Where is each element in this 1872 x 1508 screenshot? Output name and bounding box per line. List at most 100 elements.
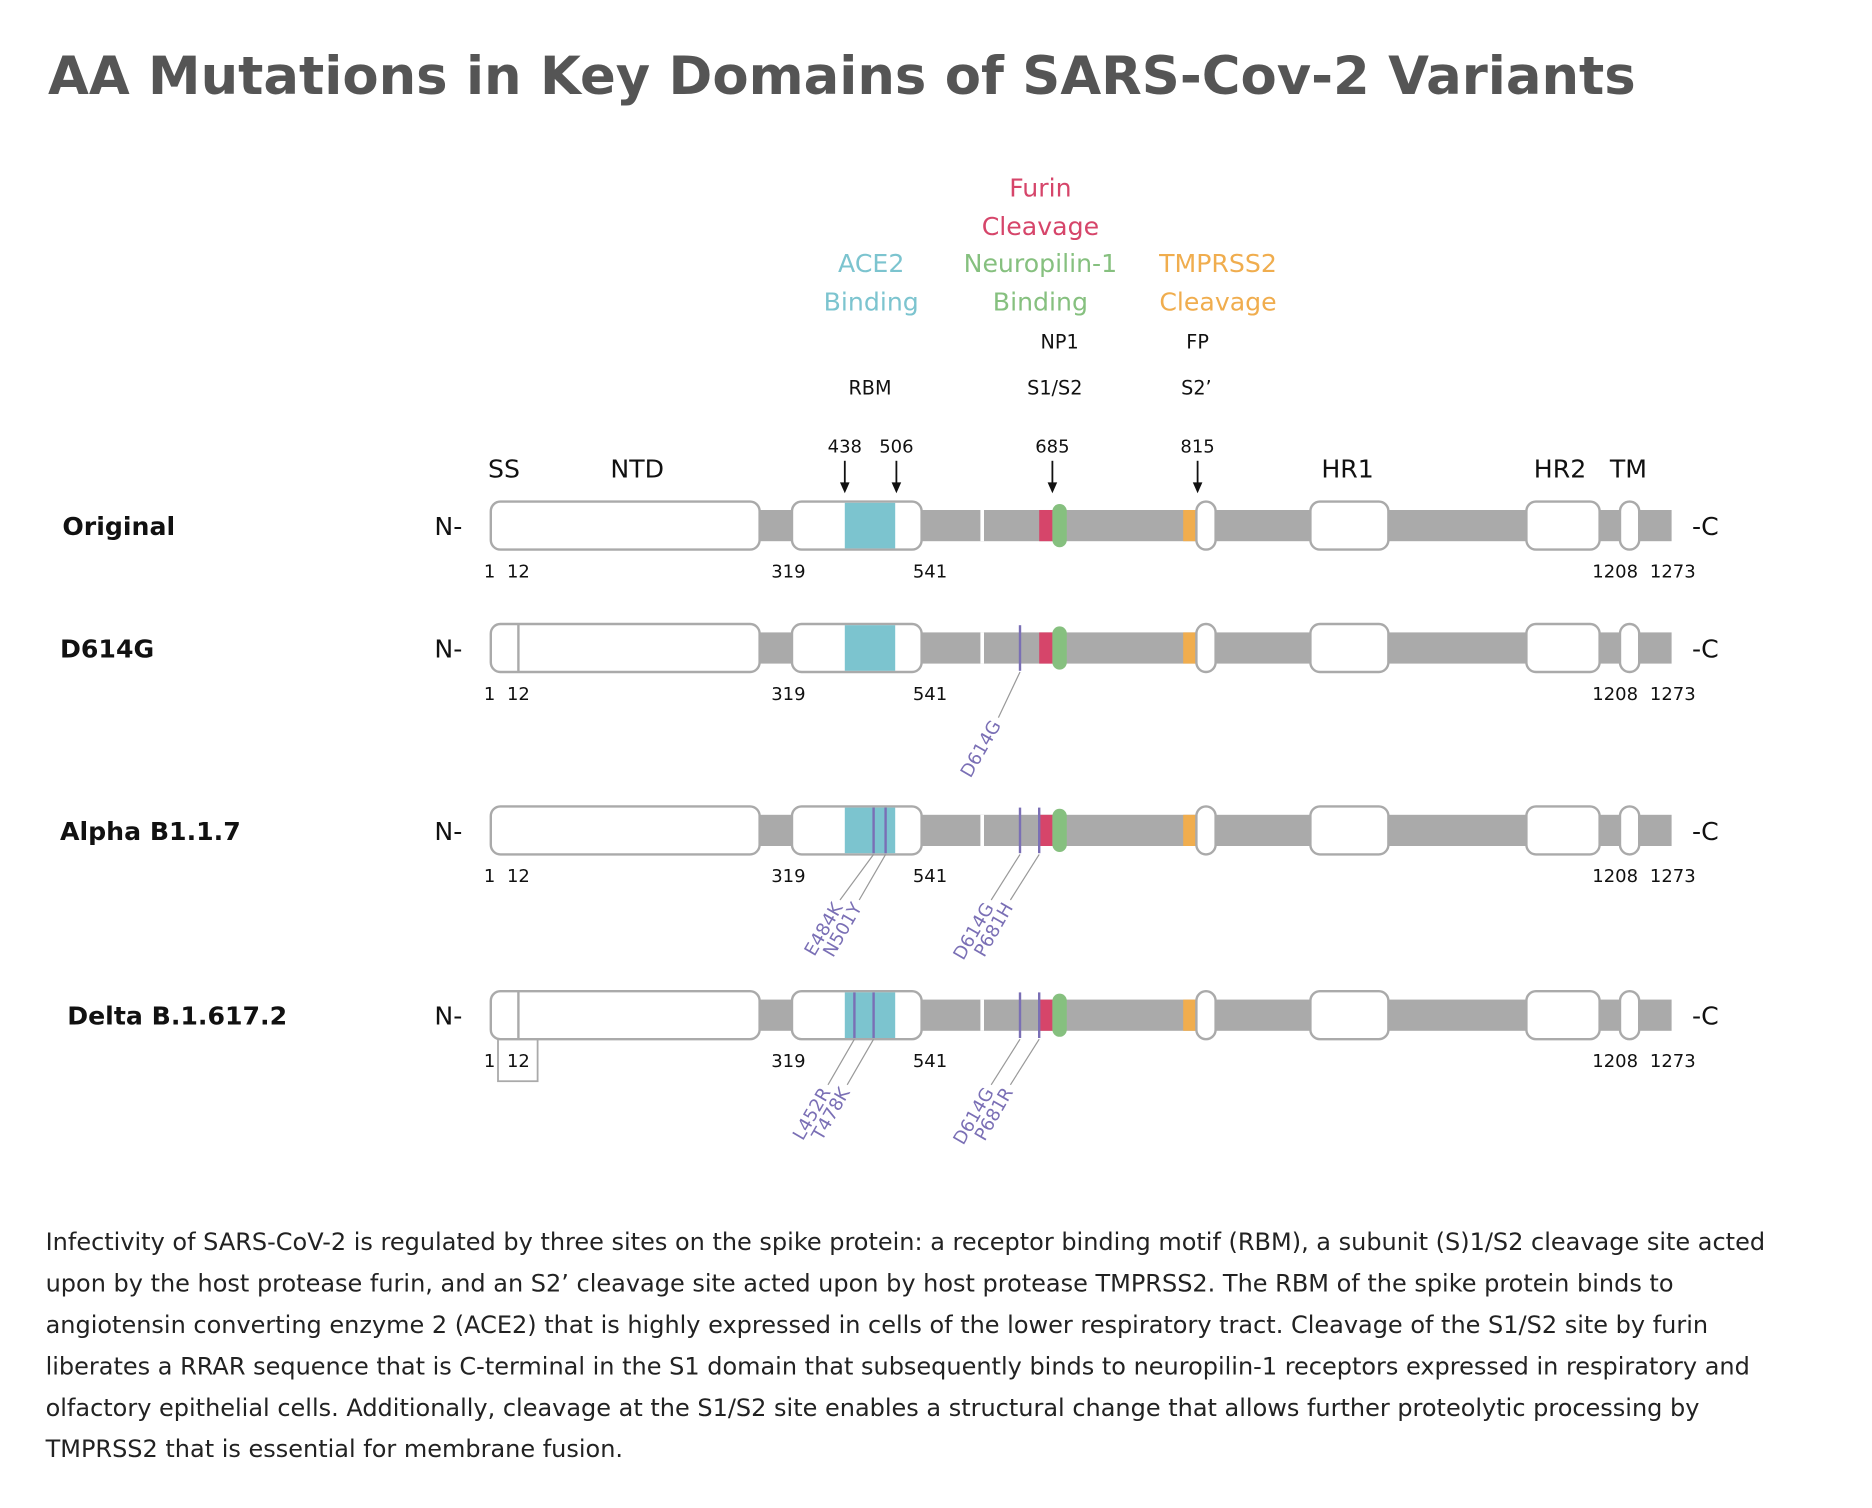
domain-label: Binding bbox=[824, 288, 919, 317]
site-label: S2’ bbox=[1181, 376, 1212, 399]
domain-label: Furin bbox=[1009, 174, 1071, 203]
region-label: TM bbox=[1609, 454, 1647, 483]
arrow-head bbox=[840, 482, 850, 494]
neuropilin-site bbox=[1052, 626, 1067, 670]
tm-domain bbox=[1618, 805, 1641, 856]
mutation-leader bbox=[827, 1038, 855, 1086]
furin-site bbox=[1039, 814, 1053, 846]
furin-site bbox=[1039, 632, 1053, 664]
n-terminus: N- bbox=[434, 817, 462, 846]
backbone-gap bbox=[980, 814, 984, 846]
caption-line: angiotensin converting enzyme 2 (ACE2) t… bbox=[46, 1311, 1708, 1339]
ntd-domain bbox=[489, 805, 761, 856]
c-terminus: -C bbox=[1692, 1002, 1719, 1031]
domain-label: Neuropilin-1 bbox=[964, 249, 1118, 278]
position-label: 541 bbox=[913, 684, 947, 705]
region-label: HR1 bbox=[1321, 454, 1373, 483]
position-label: 1 bbox=[484, 866, 495, 887]
backbone-gap bbox=[980, 632, 984, 664]
domain-label: TMPRSS2 bbox=[1158, 249, 1277, 278]
site-label: FP bbox=[1186, 331, 1209, 354]
mutation-leader bbox=[846, 1038, 875, 1086]
row-name: Alpha B1.1.7 bbox=[60, 817, 241, 846]
row-name: D614G bbox=[60, 634, 154, 663]
position-label: 1208 bbox=[1592, 561, 1638, 582]
tmprss2-site bbox=[1183, 999, 1197, 1031]
neuropilin-site bbox=[1052, 503, 1067, 548]
domain-label: Binding bbox=[993, 288, 1088, 317]
neuropilin-site bbox=[1052, 993, 1067, 1037]
position-label: 12 bbox=[507, 561, 530, 582]
position-label: 319 bbox=[771, 561, 805, 582]
position-marker: 815 bbox=[1180, 437, 1214, 458]
tm-domain bbox=[1618, 500, 1641, 551]
position-marker: 685 bbox=[1035, 437, 1069, 458]
position-box bbox=[497, 1038, 539, 1083]
arrow-head bbox=[1192, 482, 1203, 494]
position-label: 1208 bbox=[1592, 684, 1638, 705]
position-label: 12 bbox=[507, 866, 530, 887]
position-marker: 506 bbox=[879, 437, 913, 458]
tmprss2-site bbox=[1183, 632, 1197, 664]
mutation-label: D614G bbox=[957, 717, 1006, 781]
position-label: 1273 bbox=[1650, 866, 1696, 887]
ntd-domain bbox=[489, 622, 761, 674]
position-label: 1 bbox=[484, 561, 495, 582]
position-label: 319 bbox=[771, 866, 805, 887]
caption-line: TMPRSS2 that is essential for membrane f… bbox=[45, 1435, 623, 1463]
site-label: NP1 bbox=[1041, 331, 1079, 354]
position-label: 1208 bbox=[1592, 866, 1638, 887]
hr2-domain bbox=[1525, 500, 1601, 551]
n-terminus: N- bbox=[434, 1002, 462, 1031]
ntd-domain bbox=[489, 500, 761, 551]
backbone-gap bbox=[980, 509, 984, 542]
tmprss2-site bbox=[1183, 814, 1197, 846]
site-label: S1/S2 bbox=[1027, 376, 1082, 399]
caption-line: Infectivity of SARS-CoV-2 is regulated b… bbox=[46, 1228, 1765, 1256]
caption-line: upon by the host protease furin, and an … bbox=[46, 1270, 1674, 1298]
hr2-domain bbox=[1525, 805, 1601, 856]
site-label: RBM bbox=[848, 376, 891, 399]
hr1-domain bbox=[1309, 500, 1390, 551]
tmprss2-site bbox=[1183, 509, 1197, 542]
fusion-peptide bbox=[1195, 805, 1217, 856]
backbone-gap bbox=[980, 999, 984, 1031]
position-label: 12 bbox=[507, 1051, 530, 1072]
tm-domain bbox=[1618, 989, 1641, 1041]
fusion-peptide bbox=[1195, 622, 1217, 674]
mutation-leader bbox=[839, 854, 875, 901]
position-label: 319 bbox=[771, 684, 805, 705]
domain-label: Cleavage bbox=[982, 212, 1099, 241]
position-label: 1273 bbox=[1650, 561, 1696, 582]
hr1-domain bbox=[1309, 622, 1390, 674]
domain-label: ACE2 bbox=[838, 249, 904, 278]
region-label: HR2 bbox=[1534, 454, 1586, 483]
region-label: SS bbox=[488, 454, 520, 483]
position-label: 319 bbox=[771, 1051, 805, 1072]
position-label: 1208 bbox=[1592, 1051, 1638, 1072]
position-label: 1273 bbox=[1650, 1051, 1696, 1072]
position-label: 12 bbox=[507, 684, 530, 705]
position-label: 541 bbox=[913, 1051, 947, 1072]
furin-site bbox=[1039, 999, 1053, 1031]
hr2-domain bbox=[1525, 622, 1601, 674]
rbm-region bbox=[844, 807, 896, 854]
caption-line: olfactory epithelial cells. Additionally… bbox=[46, 1394, 1700, 1422]
caption-line: liberates a RRAR sequence that is C-term… bbox=[46, 1352, 1750, 1380]
mutation-leader bbox=[1009, 1038, 1040, 1086]
mutation-leader bbox=[858, 854, 887, 901]
fusion-peptide bbox=[1195, 500, 1217, 551]
c-terminus: -C bbox=[1692, 634, 1719, 663]
position-marker: 438 bbox=[828, 437, 862, 458]
arrow-head bbox=[891, 482, 902, 494]
position-label: 1273 bbox=[1650, 684, 1696, 705]
row-name: Original bbox=[62, 512, 175, 541]
position-label: 1 bbox=[484, 1051, 495, 1072]
mutation-leader bbox=[990, 854, 1021, 901]
n-terminus: N- bbox=[434, 512, 462, 541]
mutation-leader bbox=[1009, 854, 1040, 901]
c-terminus: -C bbox=[1692, 817, 1719, 846]
mutation-leader bbox=[990, 1038, 1021, 1086]
